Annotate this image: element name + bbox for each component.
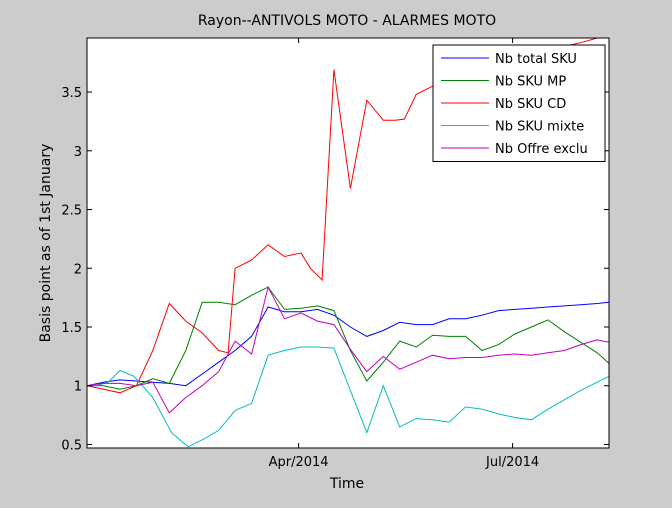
legend-label-2: Nb SKU MP bbox=[495, 75, 566, 90]
y-tick-label: 2.5 bbox=[61, 204, 82, 219]
axis-ticks: 0.5 1 1.5 2 2.5 3 3.5 Apr/2014 Jul/2014 bbox=[61, 38, 609, 470]
x-tick-label: Jul/2014 bbox=[485, 455, 539, 470]
legend-label-5: Nb Offre exclu bbox=[495, 142, 588, 157]
chart-title: Rayon--ANTIVOLS MOTO - ALARMES MOTO bbox=[198, 13, 496, 29]
series-line-2 bbox=[87, 286, 609, 390]
y-tick-label: 0.5 bbox=[61, 438, 82, 453]
x-axis-label: Time bbox=[329, 476, 364, 492]
y-tick-label: 3 bbox=[74, 145, 82, 160]
y-axis-label: Basis point as of 1st January bbox=[38, 144, 54, 343]
plot-frame bbox=[86, 37, 610, 449]
y-tick-label: 3.5 bbox=[61, 86, 82, 101]
legend-label-4: Nb SKU mixte bbox=[495, 120, 584, 135]
x-tick-label: Apr/2014 bbox=[269, 455, 329, 470]
y-tick-label: 2 bbox=[74, 262, 82, 277]
series-line-5 bbox=[87, 285, 609, 414]
legend-label-1: Nb total SKU bbox=[495, 52, 577, 67]
legend-label-3: Nb SKU CD bbox=[495, 97, 566, 112]
legend: Nb total SKU Nb SKU MP Nb SKU CD Nb SKU mix… bbox=[432, 44, 606, 162]
series-line-1 bbox=[87, 301, 609, 387]
y-tick-label: 1.5 bbox=[61, 321, 82, 336]
y-tick-label: 1 bbox=[74, 380, 82, 395]
series-line-4 bbox=[87, 346, 609, 448]
